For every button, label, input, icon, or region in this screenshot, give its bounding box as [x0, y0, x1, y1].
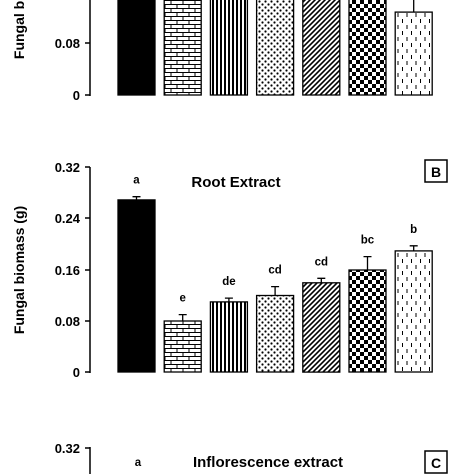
bars-a [117, 0, 433, 96]
error-bar-7 [409, 245, 418, 251]
panel-b: 0.32 0.24 0.16 0.08 0 Fungal biomass (g)… [11, 159, 448, 380]
y-tick-label: 0.08 [55, 314, 80, 329]
bar-1 [117, 199, 156, 373]
y-axis-label: Fungal bi [11, 0, 27, 59]
error-bar-4 [271, 285, 280, 296]
y-tick-label: 0.24 [55, 211, 81, 226]
bar-5 [302, 0, 341, 96]
bar-5 [302, 282, 341, 373]
error-bar-2 [178, 313, 187, 321]
bar-2 [163, 320, 202, 373]
bars-b: a e de cd cd bc b [117, 175, 433, 373]
bar-3 [209, 0, 249, 96]
bar-6 [348, 0, 387, 96]
panel-c: 0.32 Inflorescence extract a C [55, 441, 448, 474]
bar-2 [163, 0, 202, 96]
significance-label: cd [315, 256, 328, 268]
panel-label: B [431, 164, 441, 180]
panel-title: Root Extract [191, 174, 280, 191]
bar-4 [255, 294, 295, 373]
significance-label: a [135, 457, 142, 469]
bar-4 [255, 0, 295, 96]
y-tick-label: 0 [73, 365, 80, 380]
bar-6 [348, 269, 387, 373]
bar-3 [209, 301, 249, 373]
error-bar-1 [132, 196, 141, 200]
y-axis-label: Fungal biomass (g) [11, 206, 27, 334]
error-bar-3 [224, 297, 233, 302]
significance-label: e [179, 293, 185, 305]
panel-title: Inflorescence extract [193, 454, 343, 471]
error-bar-6 [363, 255, 372, 270]
significance-label: b [410, 224, 417, 236]
y-tick-label: 0 [73, 88, 80, 103]
significance-label: cd [268, 265, 281, 277]
panel-a: 0.08 0 Fungal bi [11, 0, 433, 103]
bar-7 [394, 250, 433, 373]
significance-label: a [133, 175, 140, 187]
panel-label-box [424, 450, 448, 474]
significance-label: de [222, 276, 235, 288]
bar-7 [394, 11, 433, 96]
panel-label: C [431, 455, 441, 471]
y-tick-label: 0.32 [55, 160, 80, 175]
panel-label-box [424, 159, 448, 183]
bar-1 [117, 0, 156, 96]
error-bar-5 [317, 277, 326, 283]
error-bar-7 [409, 0, 418, 13]
y-tick-label: 0.32 [55, 441, 80, 456]
y-tick-label: 0.16 [55, 263, 80, 278]
significance-label: bc [361, 235, 375, 247]
y-tick-label: 0.08 [55, 36, 80, 51]
